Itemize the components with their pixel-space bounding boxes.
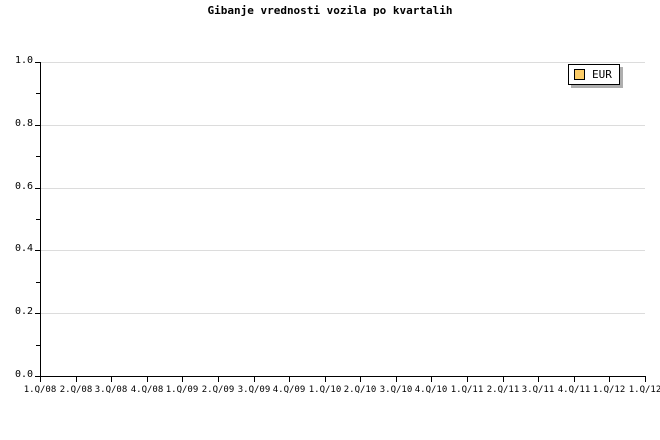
x-tick <box>218 377 219 382</box>
x-tick <box>111 377 112 382</box>
x-tick <box>254 377 255 382</box>
x-tick <box>40 377 41 382</box>
y-tick <box>35 313 40 315</box>
gridline <box>40 313 645 315</box>
x-axis-tick-label: 3.Q/09 <box>237 385 271 395</box>
y-axis-tick-label: 0.0 <box>14 369 33 380</box>
x-axis-tick-label: 2.Q/10 <box>343 385 377 395</box>
y-tick <box>35 62 40 63</box>
x-axis-tick-label: 1.Q/12 <box>628 385 660 395</box>
y-axis-labels: 0.0 0.2 0.4 0.6 0.8 1.0 <box>0 0 33 440</box>
x-tick <box>396 377 397 382</box>
x-tick <box>467 377 468 382</box>
x-tick <box>289 377 290 382</box>
x-axis-tick-label: 2.Q/09 <box>201 385 235 395</box>
x-tick <box>360 377 361 382</box>
y-axis-tick-label: 0.2 <box>14 306 33 318</box>
x-tick <box>645 377 646 382</box>
plot-area <box>40 62 645 377</box>
x-tick <box>76 377 77 382</box>
gridline <box>40 124 645 126</box>
x-tick <box>503 377 504 382</box>
x-tick <box>574 377 575 382</box>
y-tick-minor <box>36 281 40 283</box>
x-axis-line <box>40 376 646 377</box>
x-axis-tick-label: 3.Q/10 <box>379 385 413 395</box>
x-axis-tick-label: 4.Q/09 <box>272 385 306 395</box>
x-tick <box>325 377 326 382</box>
x-axis-tick-label: 4.Q/08 <box>130 385 164 395</box>
chart-legend[interactable]: EUR <box>568 64 620 85</box>
y-tick <box>35 376 40 377</box>
y-tick <box>35 250 40 252</box>
y-axis-tick-label: 0.4 <box>14 243 33 255</box>
x-axis-tick-label: 3.Q/08 <box>94 385 128 395</box>
y-tick-minor <box>36 344 40 346</box>
y-axis-tick-label: 0.6 <box>14 180 33 192</box>
y-tick-minor <box>36 219 40 220</box>
y-axis-line <box>40 62 41 377</box>
x-axis-tick-label: 2.Q/11 <box>486 385 520 395</box>
gridline <box>40 62 645 63</box>
x-axis-tick-label: 1.Q/12 <box>592 385 626 395</box>
legend-swatch-eur-icon <box>574 69 585 80</box>
y-tick-minor <box>36 93 40 95</box>
gridline <box>40 187 645 189</box>
x-tick <box>147 377 148 382</box>
y-tick-minor <box>36 156 40 158</box>
gridline <box>40 250 645 252</box>
x-tick <box>609 377 610 382</box>
x-axis-tick-label: 4.Q/11 <box>557 385 591 395</box>
legend-label-eur: EUR <box>592 68 612 81</box>
chart-title: Gibanje vrednosti vozila po kvartalih <box>207 4 453 17</box>
x-axis-tick-label: 4.Q/10 <box>414 385 448 395</box>
x-axis-tick-label: 2.Q/08 <box>59 385 93 395</box>
y-tick <box>35 187 40 189</box>
y-axis-tick-label: 0.8 <box>14 117 33 129</box>
x-axis-tick-label: 1.Q/09 <box>165 385 199 395</box>
x-tick <box>182 377 183 382</box>
x-axis-tick-label: 3.Q/11 <box>521 385 555 395</box>
y-axis-tick-label: 1.0 <box>14 55 33 66</box>
x-axis-tick-label: 1.Q/08 <box>23 385 57 395</box>
x-tick <box>538 377 539 382</box>
x-axis-tick-label: 1.Q/11 <box>450 385 484 395</box>
y-tick <box>35 124 40 126</box>
x-axis-tick-label: 1.Q/10 <box>308 385 342 395</box>
x-tick <box>431 377 432 382</box>
